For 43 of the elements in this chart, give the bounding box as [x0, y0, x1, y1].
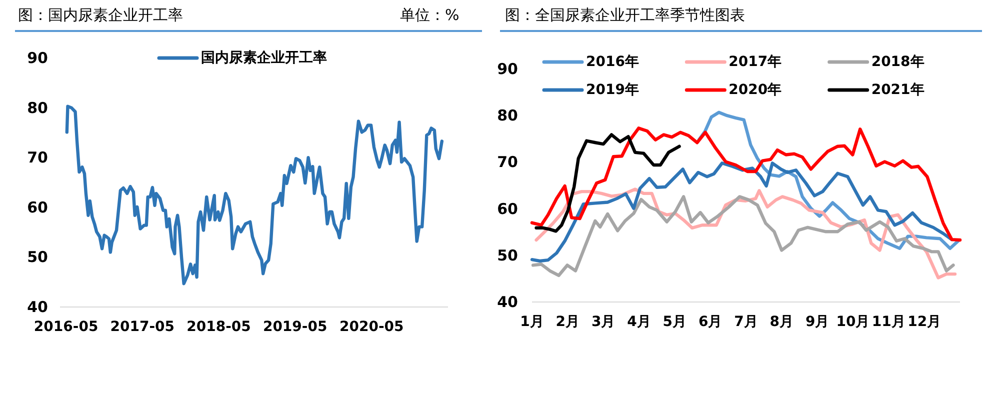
chart-subtitle: 单位：% — [400, 6, 460, 24]
x-tick-label: 10月 — [836, 314, 870, 330]
x-tick-label: 5月 — [662, 314, 687, 330]
x-tick-label: 2018-05 — [186, 319, 251, 335]
y-tick-label: 80 — [27, 98, 48, 117]
y-tick-label: 40 — [27, 298, 48, 316]
x-tick-label: 1月 — [520, 314, 544, 330]
legend-label: 2018年 — [871, 54, 924, 70]
y-tick-label: 50 — [27, 248, 48, 266]
x-tick-label: 3月 — [591, 314, 616, 330]
y-tick-label: 70 — [497, 153, 518, 172]
chart-title: 图：全国尿素企业开工率季节性图表 — [505, 6, 745, 24]
x-tick-label: 6月 — [698, 314, 722, 330]
x-tick-label: 2020-05 — [340, 319, 404, 335]
x-tick-label: 7月 — [734, 314, 758, 330]
legend-label: 2020年 — [728, 82, 782, 98]
y-tick-label: 60 — [27, 198, 48, 216]
y-tick-label: 50 — [497, 246, 518, 264]
y-tick-label: 90 — [27, 49, 48, 67]
y-tick-label: 80 — [497, 106, 518, 125]
line-series — [534, 133, 681, 233]
legend-label: 2017年 — [728, 54, 782, 70]
line-series — [530, 162, 954, 263]
chart-title: 图：国内尿素企业开工率 — [18, 6, 183, 24]
x-tick-label: 2019-05 — [262, 319, 328, 335]
y-tick-label: 40 — [497, 293, 518, 311]
x-tick-label: 2016-05 — [34, 319, 98, 335]
x-tick-label: 4月 — [627, 314, 651, 330]
legend-label: 2016年 — [586, 54, 639, 70]
x-tick-label: 11月 — [872, 314, 906, 330]
line-series — [530, 126, 962, 242]
legend-label: 国内尿素企业开工率 — [201, 49, 327, 66]
x-tick-label: 2017-05 — [110, 319, 175, 335]
x-tick-label: 2月 — [556, 314, 580, 330]
legend-label: 2019年 — [586, 82, 639, 98]
y-tick-label: 90 — [497, 60, 518, 78]
legend-label: 2021年 — [871, 82, 924, 98]
x-tick-label: 8月 — [770, 314, 794, 330]
line-series — [65, 104, 444, 286]
x-tick-label: 12月 — [908, 314, 942, 330]
x-tick-label: 9月 — [805, 314, 830, 330]
y-tick-label: 60 — [497, 200, 518, 218]
y-tick-label: 70 — [27, 148, 48, 167]
